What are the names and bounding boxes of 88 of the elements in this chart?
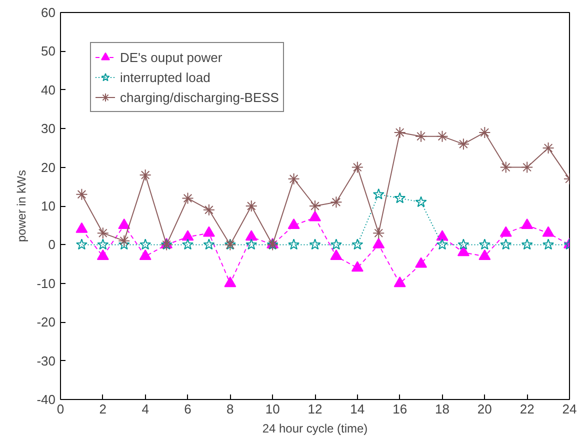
point [394,126,406,138]
y-tick-label: -10 [36,276,56,291]
point [182,238,194,250]
point [202,204,215,216]
point [203,238,215,250]
point [351,261,364,272]
point [288,218,300,230]
point [521,161,534,174]
point [96,227,109,240]
point [542,226,554,237]
point [521,238,533,250]
point [288,172,300,185]
x-tick-label: 16 [392,402,408,416]
point [309,200,321,212]
y-tick-label: 20 [41,160,56,175]
x-tick-label: 20 [477,402,492,416]
point [372,227,385,240]
point [478,238,490,250]
point [309,238,321,250]
x-tick-label: 12 [308,402,322,416]
point [521,218,534,230]
point [202,226,215,237]
legend-label: charging/discharging-BESS [120,90,279,104]
x-tick-label: 6 [184,402,192,416]
point [394,276,406,288]
point [97,238,109,250]
point [140,238,152,250]
point [96,249,109,260]
point [76,238,88,250]
point [245,230,258,241]
point [500,161,512,174]
point [76,222,88,233]
x-tick-label: 22 [520,402,534,416]
point [436,130,448,142]
legend-label: DE's ouput power [120,50,222,64]
point [330,249,342,260]
point [415,257,428,268]
point [542,142,554,154]
x-tick-label: 10 [265,402,280,416]
point [478,126,491,138]
point [118,218,130,230]
point [372,188,384,200]
legend-label: interrupted load [120,70,210,84]
y-tick-label: -30 [36,353,56,368]
point [351,161,364,174]
point [139,169,152,182]
x-tick-label: 14 [350,402,365,416]
y-tick-label: 60 [41,5,56,20]
x-tick-label: 2 [99,402,107,416]
y-tick-label: 40 [41,82,56,98]
point [415,196,427,208]
point [330,238,342,250]
point [394,192,406,204]
point [478,249,491,260]
point [436,238,448,250]
x-tick-label: 4 [142,402,149,416]
point [458,238,470,250]
y-tick-label: -20 [36,314,56,330]
y-tick-label: 50 [41,44,56,59]
point [245,200,258,212]
x-tick-label: 8 [226,402,234,416]
point [246,238,258,250]
point [182,192,194,204]
y-tick-label: -40 [36,392,56,407]
x-axis-title: 24 hour cycle (time) [262,422,368,436]
point [309,210,321,222]
point [457,246,470,256]
point [415,130,428,142]
y-axis-title: power in kWs [14,170,29,242]
point [500,226,512,237]
y-tick-label: 30 [41,121,56,136]
point [224,276,236,288]
point [76,188,88,200]
x-tick-label: 18 [435,402,450,416]
point [500,238,512,250]
point [288,238,300,250]
point [436,230,448,241]
point [457,138,470,150]
point [372,238,385,248]
x-tick-label: 24 [562,402,577,416]
point [118,234,130,247]
point [352,238,364,250]
point [139,249,152,260]
point [182,230,194,241]
point [330,196,342,208]
y-tick-label: 0 [48,237,56,252]
point [542,238,554,250]
y-tick-label: 10 [41,198,56,214]
